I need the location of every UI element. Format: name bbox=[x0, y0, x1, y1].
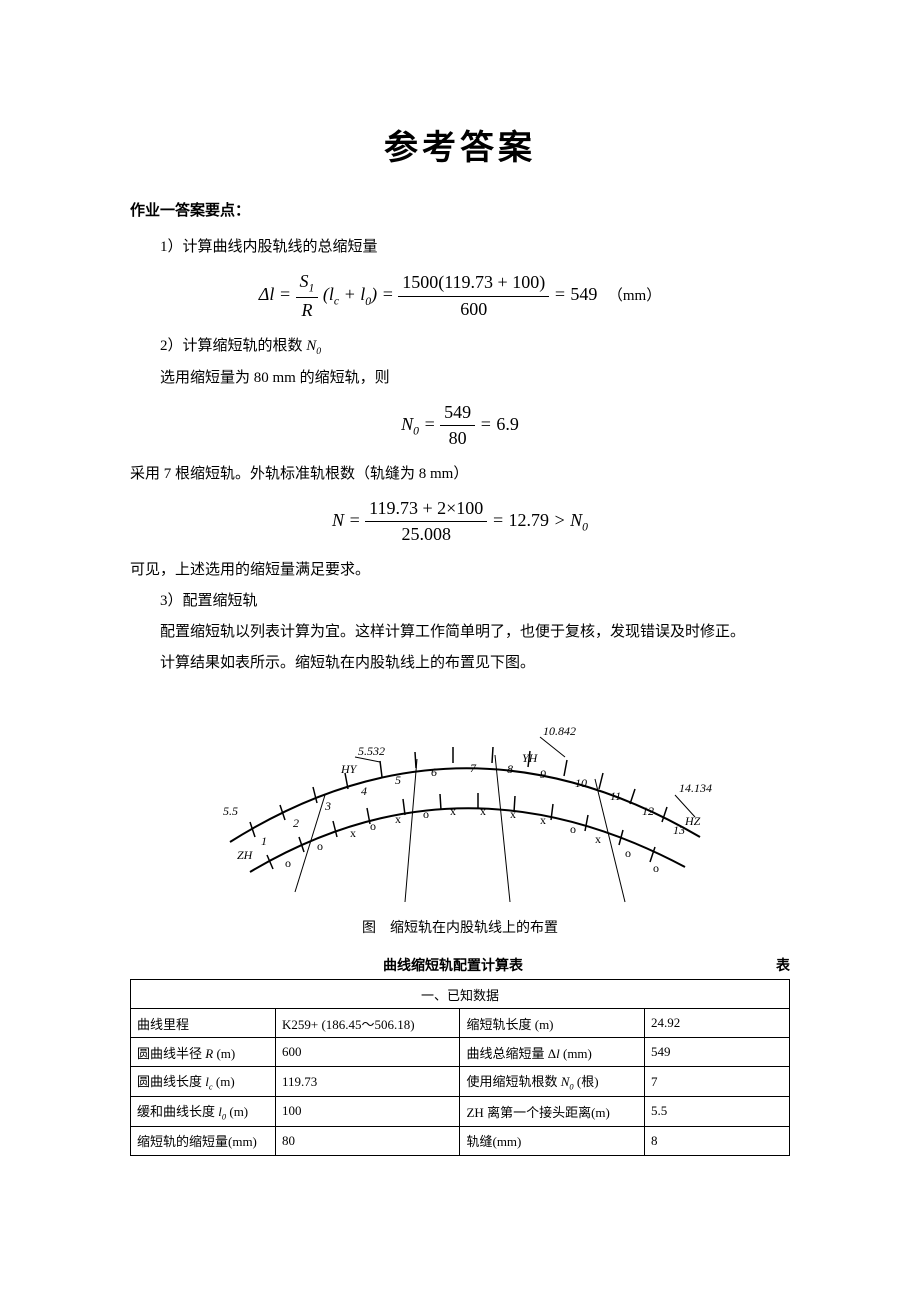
svg-text:x: x bbox=[450, 804, 456, 818]
cell: 119.73 bbox=[275, 1067, 460, 1097]
fig-label-zh: ZH bbox=[237, 848, 254, 862]
svg-text:5: 5 bbox=[395, 773, 401, 787]
table-right-label: 表 bbox=[776, 955, 790, 975]
svg-text:6: 6 bbox=[431, 765, 437, 779]
svg-text:12: 12 bbox=[642, 804, 654, 818]
svg-text:o: o bbox=[317, 839, 323, 853]
config-table: 一、已知数据 曲线里程 K259+ (186.45～506.18) 缩短轨长度 … bbox=[130, 979, 790, 1155]
cell: 使用缩短轨根数 N0 (根) bbox=[460, 1067, 645, 1097]
figure-caption: 图 缩短轨在内股轨线上的布置 bbox=[130, 917, 790, 937]
svg-text:o: o bbox=[653, 861, 659, 875]
cell: 曲线里程 bbox=[131, 1009, 276, 1038]
step2-heading: 2）计算缩短轨的根数 N0 bbox=[130, 333, 790, 361]
cell: 曲线总缩短量 Δl (mm) bbox=[460, 1038, 645, 1067]
table-row: 缓和曲线长度 l0 (m) 100 ZH 离第一个接头距离(m) 5.5 bbox=[131, 1097, 790, 1127]
svg-text:x: x bbox=[395, 812, 401, 826]
cell: 100 bbox=[275, 1097, 460, 1127]
svg-text:o: o bbox=[423, 807, 429, 821]
cell: 549 bbox=[645, 1038, 790, 1067]
cell: K259+ (186.45～506.18) bbox=[275, 1009, 460, 1038]
svg-text:10: 10 bbox=[575, 776, 587, 790]
track-layout-figure: o o x o x o x x x x o x o o 5.5 ZH 5.532… bbox=[195, 707, 725, 907]
cell: 轨缝(mm) bbox=[460, 1126, 645, 1155]
svg-text:13: 13 bbox=[673, 823, 685, 837]
svg-text:9: 9 bbox=[540, 767, 546, 781]
cell: 600 bbox=[275, 1038, 460, 1067]
svg-text:8: 8 bbox=[507, 762, 513, 776]
page-title: 参考答案 bbox=[130, 120, 790, 169]
cell: ZH 离第一个接头距离(m) bbox=[460, 1097, 645, 1127]
cell: 80 bbox=[275, 1126, 460, 1155]
svg-text:3: 3 bbox=[324, 799, 331, 813]
fig-label: 5.532 bbox=[358, 744, 385, 758]
step2-formula2: N = 119.73 + 2×10025.008 = 12.79 > N0 bbox=[130, 496, 790, 547]
cell: 7 bbox=[645, 1067, 790, 1097]
step1-heading: 1）计算曲线内股轨线的总缩短量 bbox=[130, 234, 790, 261]
table-title-row: 曲线缩短轨配置计算表 表 bbox=[130, 955, 790, 975]
svg-text:4: 4 bbox=[361, 784, 367, 798]
svg-text:o: o bbox=[285, 856, 291, 870]
cell: 24.92 bbox=[645, 1009, 790, 1038]
table-title: 曲线缩短轨配置计算表 bbox=[130, 955, 776, 975]
fig-label-yh: YH bbox=[522, 751, 539, 765]
step2-line3: 可见，上述选用的缩短量满足要求。 bbox=[130, 557, 790, 584]
svg-text:x: x bbox=[350, 826, 356, 840]
step3-heading: 3）配置缩短轨 bbox=[130, 588, 790, 615]
cell: 缓和曲线长度 l0 (m) bbox=[131, 1097, 276, 1127]
fig-label: 10.842 bbox=[543, 724, 576, 738]
cell: 8 bbox=[645, 1126, 790, 1155]
step3-line1: 配置缩短轨以列表计算为宜。这样计算工作简单明了，也便于复核，发现错误及时修正。 bbox=[130, 619, 790, 646]
svg-text:x: x bbox=[510, 807, 516, 821]
table-section-row: 一、已知数据 bbox=[131, 980, 790, 1009]
table-row: 圆曲线半径 R (m) 600 曲线总缩短量 Δl (mm) 549 bbox=[131, 1038, 790, 1067]
fig-label: 5.5 bbox=[223, 804, 238, 818]
cell: 5.5 bbox=[645, 1097, 790, 1127]
step3-line2: 计算结果如表所示。缩短轨在内股轨线上的布置见下图。 bbox=[130, 650, 790, 677]
svg-text:o: o bbox=[370, 819, 376, 833]
step1-formula: Δl = S1R (lc + l0) = 1500(119.73 + 100)6… bbox=[130, 269, 790, 323]
table-section-label: 一、已知数据 bbox=[131, 980, 790, 1009]
cell: 圆曲线长度 lc (m) bbox=[131, 1067, 276, 1097]
svg-text:o: o bbox=[570, 822, 576, 836]
table-row: 曲线里程 K259+ (186.45～506.18) 缩短轨长度 (m) 24.… bbox=[131, 1009, 790, 1038]
svg-text:11: 11 bbox=[610, 789, 621, 803]
svg-text:2: 2 bbox=[293, 816, 299, 830]
svg-text:x: x bbox=[540, 813, 546, 827]
step2-line1: 选用缩短量为 80 mm 的缩短轨，则 bbox=[130, 365, 790, 392]
step2-formula1: N0 = 54980 = 6.9 bbox=[130, 400, 790, 451]
table-row: 缩短轨的缩短量(mm) 80 轨缝(mm) 8 bbox=[131, 1126, 790, 1155]
svg-text:7: 7 bbox=[470, 761, 477, 775]
fig-label-hz: HZ bbox=[684, 814, 701, 828]
cell: 圆曲线半径 R (m) bbox=[131, 1038, 276, 1067]
step2-line2: 采用 7 根缩短轨。外轨标准轨根数（轨缝为 8 mm） bbox=[130, 461, 790, 488]
svg-text:x: x bbox=[595, 832, 601, 846]
svg-text:x: x bbox=[480, 804, 486, 818]
fig-label-hy: HY bbox=[340, 762, 358, 776]
cell: 缩短轨长度 (m) bbox=[460, 1009, 645, 1038]
table-row: 圆曲线长度 lc (m) 119.73 使用缩短轨根数 N0 (根) 7 bbox=[131, 1067, 790, 1097]
cell: 缩短轨的缩短量(mm) bbox=[131, 1126, 276, 1155]
section-header: 作业一答案要点： bbox=[130, 199, 790, 220]
fig-label: 14.134 bbox=[679, 781, 712, 795]
svg-text:o: o bbox=[625, 846, 631, 860]
svg-text:1: 1 bbox=[261, 834, 267, 848]
